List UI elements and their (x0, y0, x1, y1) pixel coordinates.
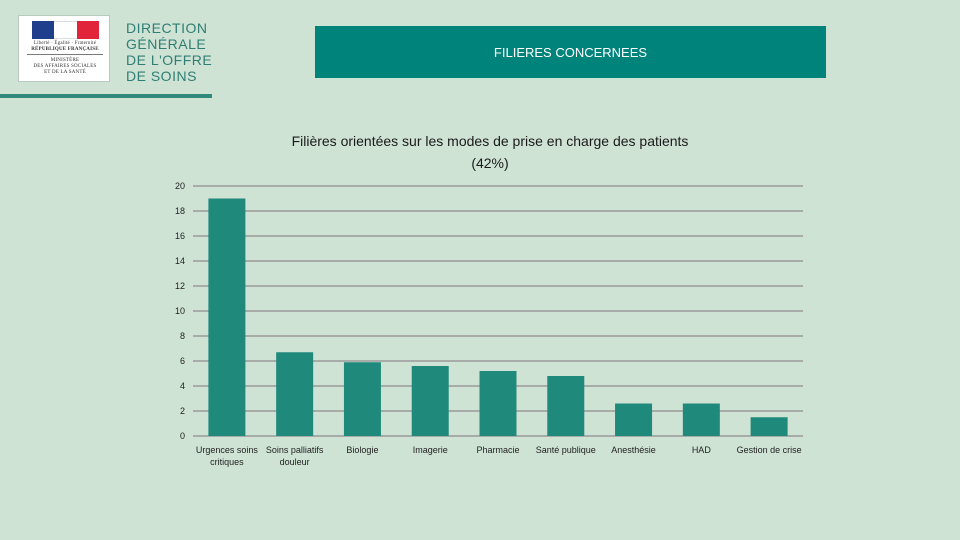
x-tick-label: HAD (692, 445, 712, 455)
x-tick-label: Biologie (346, 445, 378, 455)
y-tick-label: 4 (180, 381, 185, 391)
bar (411, 366, 449, 436)
y-tick-label: 2 (180, 406, 185, 416)
dgos-wordmark: DIRECTION GÉNÉRALE DE L'OFFRE DE SOINS (126, 20, 212, 84)
dgos-line: DE L'OFFRE (126, 52, 213, 68)
y-tick-label: 0 (180, 431, 185, 441)
dgos-line: DE SOINS (126, 68, 197, 84)
y-tick-label: 14 (175, 256, 185, 266)
x-tick-label: Pharmacie (476, 445, 519, 455)
bar (276, 352, 314, 436)
bar (615, 403, 653, 436)
y-tick-label: 10 (175, 306, 185, 316)
logo-ministere-line3: ET DE LA SANTÉ (44, 70, 86, 75)
chart-title-line: (42%) (471, 155, 509, 171)
logo-ministere-line2: DES AFFAIRES SOCIALES (33, 64, 97, 69)
bar (208, 198, 246, 436)
header-accent-bar (0, 94, 212, 98)
slide-title: FILIERES CONCERNEES (493, 44, 648, 60)
bar (343, 362, 381, 436)
y-tick-label: 16 (175, 231, 185, 241)
x-tick-label: Gestion de crise (737, 445, 802, 455)
x-tick-label: Santé publique (536, 445, 596, 455)
x-tick-label: Urgences soins critiques (196, 445, 259, 467)
chart-title-line: Filières orientées sur les modes de pris… (291, 133, 689, 149)
bar (479, 371, 517, 436)
bar (682, 403, 720, 436)
logo-motto: Liberté · Égalité · Fraternité (33, 41, 97, 46)
dgos-line: DIRECTION (126, 20, 208, 36)
logo-ministere: MINISTÈRE (50, 58, 80, 63)
x-tick-label: Anesthésie (611, 445, 656, 455)
republique-francaise-logo: Liberté · Égalité · Fraternité RÉPUBLIQU… (18, 15, 110, 82)
y-tick-label: 18 (175, 206, 185, 216)
slide-title-banner: FILIERES CONCERNEES (315, 26, 826, 78)
y-tick-label: 8 (180, 331, 185, 341)
x-tick-label: Soins palliatifs douleur (266, 445, 324, 467)
y-tick-label: 12 (175, 281, 185, 291)
x-tick-label: Imagerie (413, 445, 448, 455)
y-tick-label: 6 (180, 356, 185, 366)
bar (547, 376, 585, 436)
y-tick-label: 20 (175, 181, 185, 191)
bar (750, 417, 788, 436)
dgos-line: GÉNÉRALE (126, 36, 207, 52)
chart-title: Filières orientées sur les modes de pris… (220, 130, 760, 174)
marianne-flag-icon (32, 21, 99, 39)
logo-divider (27, 54, 103, 55)
logo-republique: RÉPUBLIQUE FRANÇAISE (31, 47, 99, 52)
